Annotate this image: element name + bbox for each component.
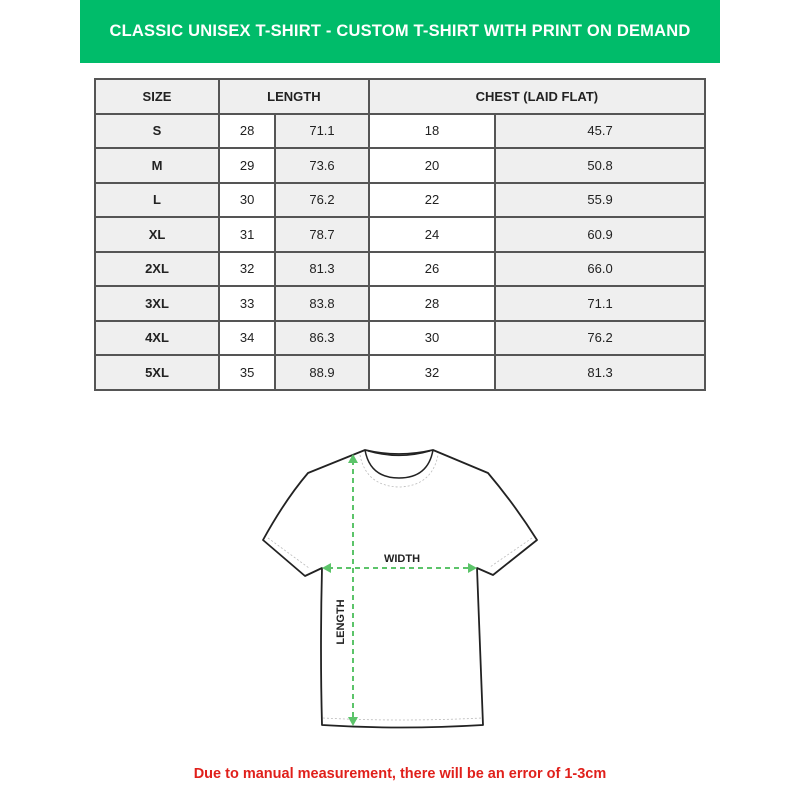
length-in-cell: 29 xyxy=(217,147,277,184)
header-size: SIZE xyxy=(94,78,220,115)
length-label: LENGTH xyxy=(335,599,347,644)
chest-in-cell: 26 xyxy=(367,250,497,287)
chest-cm-cell: 81.3 xyxy=(494,354,706,391)
size-cell: 4XL xyxy=(94,319,220,356)
size-chart-table: SIZE LENGTH CHEST (LAID FLAT) S 28 71.1 18 4… xyxy=(94,78,707,391)
chest-in-cell: 24 xyxy=(367,216,497,253)
length-in-cell: 34 xyxy=(217,319,277,356)
chest-cm-cell: 45.7 xyxy=(494,112,706,149)
length-in-cell: 35 xyxy=(217,354,277,391)
chest-in-cell: 30 xyxy=(367,319,497,356)
size-cell: S xyxy=(94,112,220,149)
chest-cm-cell: 66.0 xyxy=(494,250,706,287)
length-cm-cell: 76.2 xyxy=(274,181,370,218)
length-in-cell: 32 xyxy=(217,250,277,287)
chest-in-cell: 18 xyxy=(367,112,497,149)
table-row: 4XL 34 86.3 30 76.2 xyxy=(94,319,706,356)
chest-in-cell: 28 xyxy=(367,285,497,322)
table-row: XL 31 78.7 24 60.9 xyxy=(94,216,706,253)
length-arrow xyxy=(348,454,358,726)
chest-in-cell: 20 xyxy=(367,147,497,184)
length-in-cell: 33 xyxy=(217,285,277,322)
length-in-cell: 31 xyxy=(217,216,277,253)
size-cell: XL xyxy=(94,216,220,253)
chest-in-cell: 32 xyxy=(367,354,497,391)
size-cell: 5XL xyxy=(94,354,220,391)
header-length: LENGTH xyxy=(218,78,370,115)
table-row: S 28 71.1 18 45.7 xyxy=(94,112,706,149)
table-row: 2XL 32 81.3 26 66.0 xyxy=(94,250,706,287)
length-in-cell: 30 xyxy=(217,181,277,218)
table-row: L 30 76.2 22 55.9 xyxy=(94,181,706,218)
length-cm-cell: 81.3 xyxy=(274,250,370,287)
table-row: M 29 73.6 20 50.8 xyxy=(94,147,706,184)
length-cm-cell: 83.8 xyxy=(274,285,370,322)
chest-cm-cell: 55.9 xyxy=(494,181,706,218)
length-in-cell: 28 xyxy=(217,112,277,149)
width-label: WIDTH xyxy=(384,553,420,565)
size-cell: 2XL xyxy=(94,250,220,287)
measurement-note: Due to manual measurement, there will be… xyxy=(193,766,607,782)
length-cm-cell: 88.9 xyxy=(274,354,370,391)
width-arrow xyxy=(322,563,477,573)
title-banner: CLASSIC UNISEX T-SHIRT - CUSTOM T-SHIRT … xyxy=(80,0,720,63)
tshirt-stitching xyxy=(267,454,533,721)
length-cm-cell: 71.1 xyxy=(274,112,370,149)
length-cm-cell: 73.6 xyxy=(274,147,370,184)
table-row: 5XL 35 88.9 32 81.3 xyxy=(94,354,706,391)
size-cell: L xyxy=(94,181,220,218)
page-title: CLASSIC UNISEX T-SHIRT - CUSTOM T-SHIRT … xyxy=(109,22,691,40)
tshirt-outline xyxy=(262,449,538,729)
table-row: 3XL 33 83.8 28 71.1 xyxy=(94,285,706,322)
size-cell: M xyxy=(94,147,220,184)
length-cm-cell: 78.7 xyxy=(274,216,370,253)
chest-cm-cell: 71.1 xyxy=(494,285,706,322)
chest-cm-cell: 50.8 xyxy=(494,147,706,184)
size-cell: 3XL xyxy=(94,285,220,322)
header-chest: CHEST (LAID FLAT) xyxy=(367,78,707,115)
table-header-row: SIZE LENGTH CHEST (LAID FLAT) xyxy=(94,78,707,115)
length-cm-cell: 86.3 xyxy=(274,319,370,356)
chest-in-cell: 22 xyxy=(367,181,497,218)
chest-cm-cell: 76.2 xyxy=(494,319,706,356)
chest-cm-cell: 60.9 xyxy=(494,216,706,253)
